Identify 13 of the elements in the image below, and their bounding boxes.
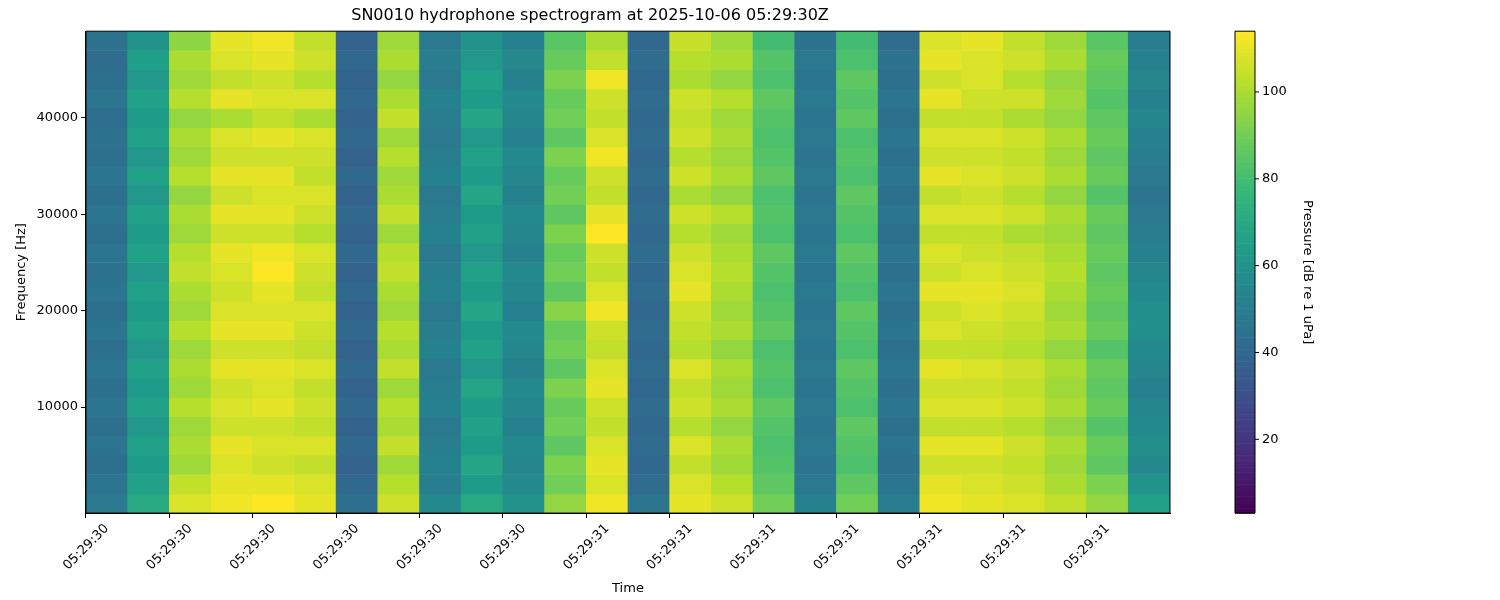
color-bar-label: 20 <box>1262 430 1279 446</box>
chart-title: SN0010 hydrophone spectrogram at 2025-10-06 05:29:30Z <box>351 4 829 24</box>
y-axis-title: Frequency [Hz] <box>13 223 29 322</box>
color-bar-title: Pressure [dB re 1 uPa] <box>1300 200 1316 345</box>
color-bar-label: 60 <box>1262 257 1279 273</box>
color-bar-label: 40 <box>1262 343 1279 359</box>
color-bar-label: 80 <box>1262 170 1279 186</box>
x-axis-title: Time <box>611 579 644 595</box>
y-tick-label: 30000 <box>36 205 78 221</box>
y-tick-label: 20000 <box>36 302 78 318</box>
y-tick-label: 10000 <box>36 398 78 414</box>
color-bar-label: 100 <box>1262 83 1287 99</box>
y-tick-label: 40000 <box>36 109 78 125</box>
